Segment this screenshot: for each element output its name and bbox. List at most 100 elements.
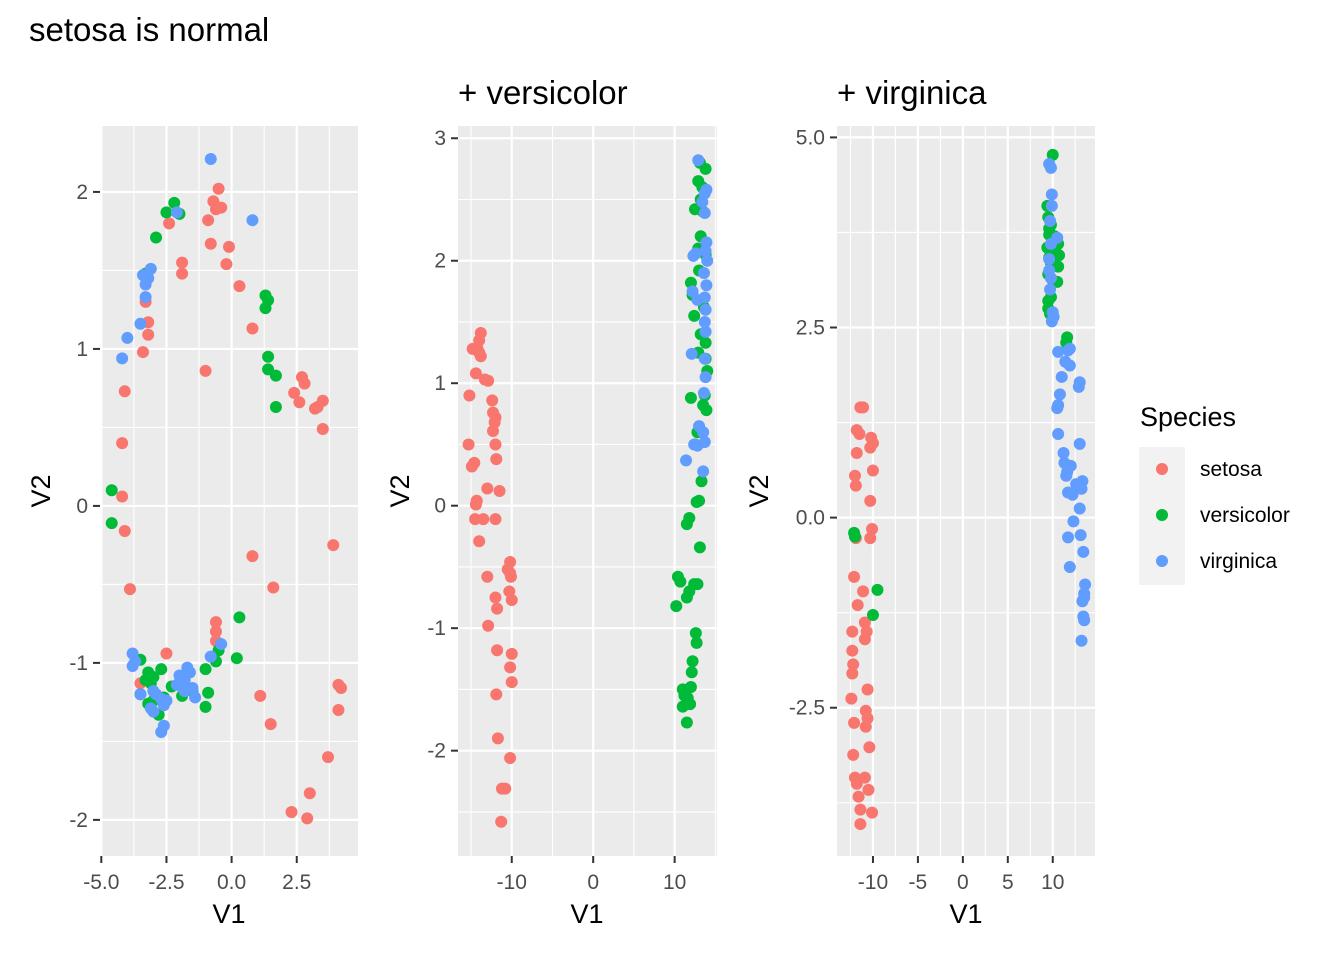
point-setosa bbox=[469, 498, 482, 511]
point-setosa bbox=[490, 688, 503, 701]
point-setosa bbox=[123, 583, 136, 596]
point-setosa bbox=[847, 748, 860, 761]
point-setosa bbox=[849, 479, 862, 492]
point-virginica bbox=[698, 352, 711, 365]
point-virginica bbox=[134, 688, 147, 701]
point-virginica bbox=[1052, 345, 1065, 358]
point-setosa bbox=[853, 427, 866, 440]
y-tick-label: 1 bbox=[76, 338, 88, 361]
point-versicolor bbox=[105, 517, 118, 530]
point-setosa bbox=[846, 625, 859, 638]
point-setosa bbox=[859, 720, 872, 733]
y-tick-label: -1 bbox=[427, 617, 446, 640]
point-setosa bbox=[504, 661, 517, 674]
y-tick-label: 2 bbox=[76, 181, 88, 204]
point-virginica bbox=[1053, 388, 1066, 401]
point-versicolor bbox=[684, 391, 697, 404]
x-tick-label: -5 bbox=[909, 871, 928, 894]
point-setosa bbox=[850, 446, 863, 459]
legend-label-setosa: setosa bbox=[1200, 458, 1262, 481]
point-setosa bbox=[209, 203, 222, 216]
point-setosa bbox=[857, 401, 870, 414]
point-versicolor bbox=[688, 309, 701, 322]
point-setosa bbox=[463, 389, 476, 402]
point-setosa bbox=[116, 490, 129, 503]
point-setosa bbox=[499, 782, 512, 795]
y-tick-label: 5.0 bbox=[796, 126, 825, 149]
point-virginica bbox=[1060, 469, 1073, 482]
panel-3-x-ticks: -10 -5 0 5 10 bbox=[858, 856, 1064, 894]
point-setosa bbox=[505, 676, 518, 689]
point-virginica bbox=[697, 266, 710, 279]
point-setosa bbox=[160, 647, 173, 660]
point-setosa bbox=[489, 513, 502, 526]
point-versicolor bbox=[105, 484, 118, 497]
point-setosa bbox=[491, 732, 504, 745]
point-setosa bbox=[852, 790, 865, 803]
point-setosa bbox=[846, 644, 859, 657]
point-setosa bbox=[864, 532, 877, 545]
point-versicolor bbox=[1052, 260, 1065, 273]
point-setosa bbox=[246, 322, 259, 335]
point-setosa bbox=[473, 535, 486, 548]
point-virginica bbox=[697, 387, 710, 400]
point-versicolor bbox=[674, 575, 687, 588]
point-versicolor bbox=[693, 541, 706, 554]
point-setosa bbox=[487, 424, 500, 437]
point-virginica bbox=[215, 638, 228, 651]
panel-2-gridlines bbox=[458, 126, 717, 856]
point-setosa bbox=[505, 594, 518, 607]
point-virginica bbox=[246, 214, 259, 227]
point-virginica bbox=[701, 254, 714, 267]
point-setosa bbox=[199, 364, 212, 377]
legend-item-virginica: virginica bbox=[1156, 550, 1277, 573]
point-setosa bbox=[322, 751, 335, 764]
point-versicolor bbox=[233, 611, 246, 624]
point-setosa bbox=[486, 394, 499, 407]
x-tick-label: -2.5 bbox=[148, 871, 184, 894]
point-setosa bbox=[309, 402, 321, 415]
point-virginica bbox=[1043, 253, 1056, 266]
point-virginica bbox=[1079, 578, 1092, 591]
point-setosa bbox=[866, 523, 879, 536]
point-virginica bbox=[1051, 402, 1064, 415]
panel-plus-virginica: + virginica -10 -5 0 5 10 -2.5 0.0 2.5 5.0 V1 V… bbox=[744, 74, 1095, 929]
x-tick-label: 2.5 bbox=[282, 871, 311, 894]
legend: Species setosa versicolor virginica bbox=[1139, 402, 1290, 585]
panel-3-y-ticks: -2.5 0.0 2.5 5.0 bbox=[789, 126, 837, 720]
point-setosa bbox=[474, 350, 487, 363]
panel-1-x-axis-title: V1 bbox=[212, 899, 245, 929]
panel-2-x-ticks: -10 0 10 bbox=[497, 856, 686, 894]
y-tick-label: -2 bbox=[69, 809, 88, 832]
point-virginica bbox=[691, 439, 704, 452]
point-setosa bbox=[202, 214, 215, 227]
point-virginica bbox=[1063, 359, 1076, 372]
point-versicolor bbox=[700, 404, 713, 417]
point-setosa bbox=[298, 377, 311, 390]
point-setosa bbox=[863, 741, 876, 754]
point-setosa bbox=[866, 464, 879, 477]
point-versicolor bbox=[685, 666, 698, 679]
point-virginica bbox=[1066, 488, 1079, 501]
y-tick-label: 2.5 bbox=[796, 317, 825, 340]
y-tick-label: -2 bbox=[427, 740, 446, 763]
point-virginica bbox=[1057, 446, 1070, 459]
point-virginica bbox=[1044, 161, 1057, 174]
point-versicolor bbox=[690, 496, 703, 509]
legend-key-setosa bbox=[1156, 463, 1168, 475]
point-setosa bbox=[851, 599, 864, 612]
panel-3-gridlines bbox=[837, 126, 1095, 856]
point-setosa bbox=[462, 438, 475, 451]
point-setosa bbox=[845, 692, 858, 705]
point-setosa bbox=[176, 267, 189, 280]
point-virginica bbox=[1076, 595, 1089, 608]
point-setosa bbox=[861, 683, 874, 696]
point-setosa bbox=[220, 258, 233, 271]
point-versicolor bbox=[202, 686, 215, 699]
y-tick-label: 0 bbox=[76, 495, 88, 518]
point-virginica bbox=[699, 244, 712, 257]
panel-1-background bbox=[100, 126, 358, 856]
point-virginica bbox=[698, 315, 711, 328]
